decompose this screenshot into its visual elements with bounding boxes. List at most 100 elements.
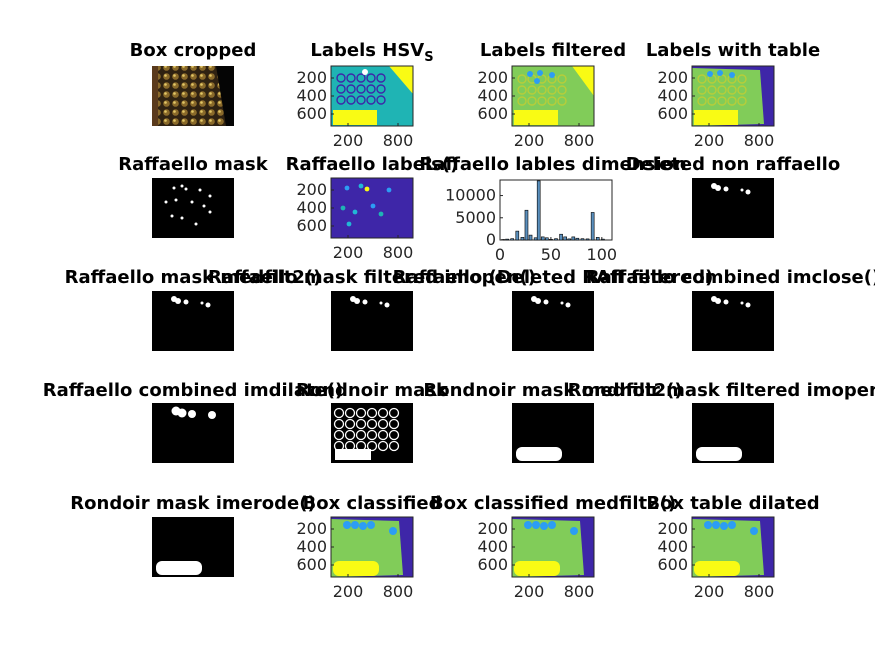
mask-speck [180, 216, 184, 220]
panel-title: Raffaello mask medfilt2() [65, 267, 322, 288]
image-background [512, 291, 594, 351]
histogram-bar [533, 237, 538, 241]
panel-image [512, 291, 594, 351]
raffaello-region [524, 521, 532, 529]
panel-title: Raffaello mask [118, 154, 269, 175]
mask-ring [333, 418, 345, 430]
panel-title-text: Raffaello lables dimension [419, 154, 686, 175]
mask-ring [344, 418, 356, 430]
raffaello-region [548, 521, 556, 529]
y-tick-label: 200 [477, 68, 508, 87]
y-tick-label: 0 [486, 230, 496, 249]
histogram-bar [571, 236, 576, 241]
label-ring [537, 85, 547, 95]
mask-speck [208, 210, 212, 214]
mask-speck [190, 200, 194, 204]
mask-ring [333, 407, 345, 419]
raffaello-region [389, 527, 397, 535]
mask-blob [516, 447, 562, 461]
panel-9: Raffaello mask filtered imopen() [208, 267, 536, 351]
x-tick-label: 800 [383, 131, 414, 150]
mask-blob [740, 301, 744, 305]
label-ring [366, 73, 376, 83]
mask-speck [180, 184, 184, 188]
panel-title-text: Raffaello combined imclose() [586, 267, 875, 288]
panel-title-text: Raffaello mask medfilt2() [65, 267, 322, 288]
mask-blob [156, 561, 202, 575]
mask-blob [696, 447, 742, 461]
mask-blob [177, 408, 187, 418]
histogram-bar [575, 237, 580, 241]
label-ring [356, 84, 366, 94]
panel-0: Box cropped [130, 40, 257, 126]
panel-image [331, 178, 413, 238]
panel-title-subscript: S [424, 50, 433, 65]
mask-ring [366, 418, 378, 430]
mask-blob [745, 189, 751, 195]
mask-ring [388, 440, 400, 452]
label-ring [366, 95, 376, 105]
y-tick-label: 400 [296, 86, 327, 105]
histogram-bar [595, 237, 600, 241]
mask-blob [200, 301, 204, 305]
y-tick-label: 200 [296, 180, 327, 199]
panel-title: Box cropped [130, 40, 257, 61]
mask-ring [388, 418, 400, 430]
mask-ring [366, 429, 378, 441]
mask-ring [344, 407, 356, 419]
panel-title: Labels filtered [480, 40, 626, 61]
panel-6: Raffaello lables dimension 0 5000 10000 0 50 1… [419, 154, 686, 264]
label-ring [517, 85, 527, 95]
mask-blob [543, 299, 549, 305]
mask-speck [170, 214, 174, 218]
x-tick-label: 800 [383, 582, 414, 601]
label-ring [346, 95, 356, 105]
label-ring [557, 96, 567, 106]
panel-title: Box table dilated [646, 493, 819, 514]
y-tick-label: 200 [477, 519, 508, 538]
histogram-bar [559, 233, 563, 241]
label-ring [537, 96, 547, 106]
histogram-bar [590, 212, 595, 241]
label-ring [346, 73, 356, 83]
label-ring [376, 84, 386, 94]
panel-image [331, 403, 413, 463]
label-ring [557, 85, 567, 95]
raffaello-region [570, 527, 578, 535]
label-ring [717, 96, 727, 106]
label-ring [346, 84, 356, 94]
image-background [331, 291, 413, 351]
rondnoir-region [333, 561, 379, 576]
panel-title-text: Box classified medfilt2() [430, 493, 676, 514]
panel-image [152, 403, 234, 463]
panel-title: Box classified [303, 493, 442, 514]
yellow-corner [389, 66, 413, 94]
histogram-bar [554, 238, 558, 241]
histogram-bar [524, 209, 529, 241]
panel-title: Labels with table [646, 40, 820, 61]
raffaello-region [720, 522, 728, 530]
mask-ring [377, 429, 389, 441]
mask-ring [333, 429, 345, 441]
x-tick-label: 200 [694, 131, 725, 150]
y-tick-label: 200 [296, 68, 327, 87]
label-ring [336, 73, 346, 83]
label-blob [537, 70, 543, 76]
raffaello-region [728, 521, 736, 529]
label-ring [527, 85, 537, 95]
label-blob [549, 72, 555, 78]
panel-8: Raffaello mask medfilt2() [65, 267, 322, 351]
raffaello-region [532, 521, 540, 529]
image-background [152, 291, 234, 351]
panel-13: Rondnoir mask [296, 380, 449, 463]
mask-ring [355, 407, 367, 419]
histogram-bar [510, 238, 515, 241]
panel-image [331, 66, 413, 126]
y-tick-label: 400 [296, 537, 327, 556]
panel-12: Raffaello combined imdilate() [43, 380, 343, 463]
panel-title: Deleted non raffaello [626, 154, 840, 175]
